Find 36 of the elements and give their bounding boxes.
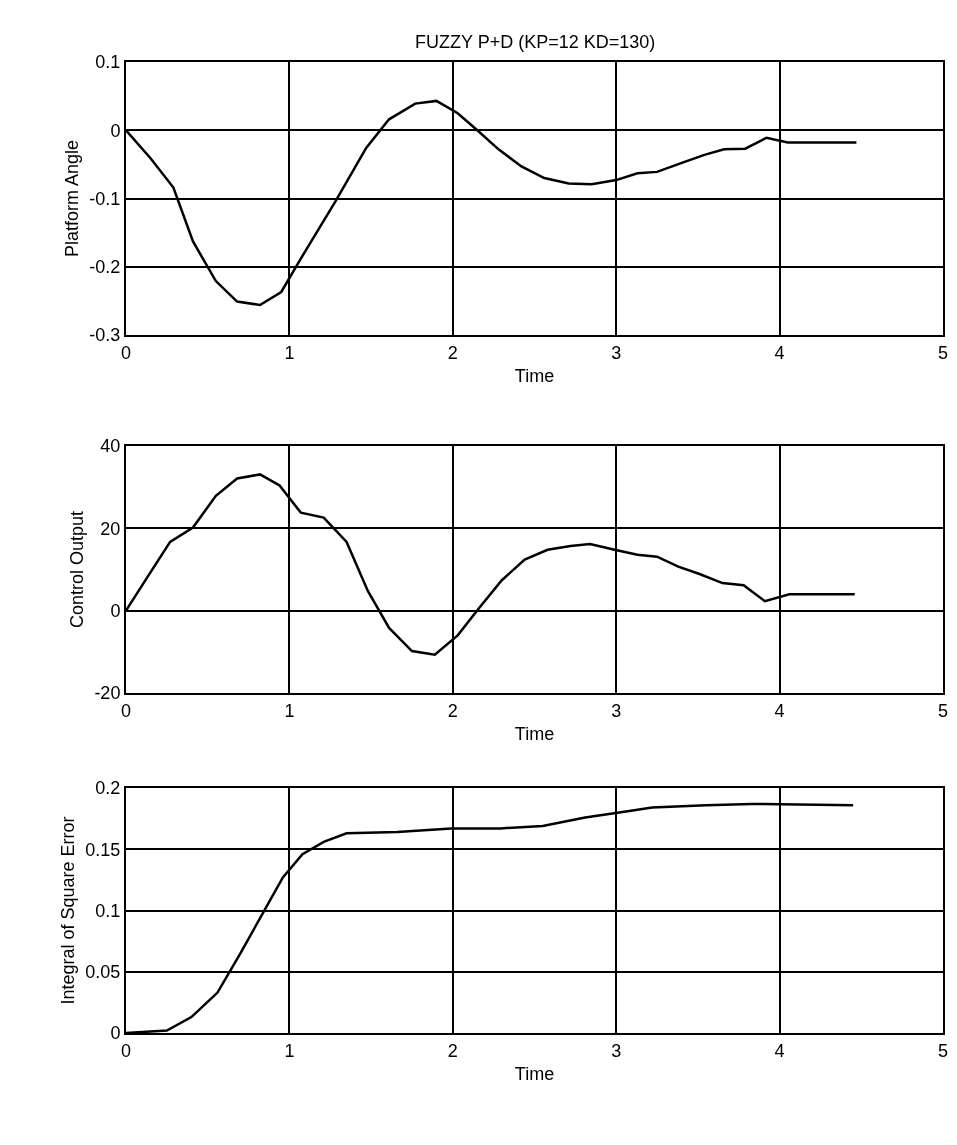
x-tick-label: 1 [284,700,295,721]
x-tick-label: 3 [611,700,622,721]
y-axis-title: Control Output [67,510,88,629]
chart-title: FUZZY P+D (KP=12 KD=130) [415,32,656,52]
x-tick-label: 5 [937,700,949,721]
x-axis-title: Time [514,724,555,745]
y-tick-label: 0 [110,600,121,621]
y-axis-title: Integral of Square Error [58,816,79,1005]
y-tick-label: -20 [94,683,121,704]
x-axis-title: Time [514,366,555,387]
x-tick-label: 3 [611,1040,622,1061]
x-tick-label: 3 [611,342,622,363]
y-tick-label: 0.2 [95,778,121,799]
x-tick-label: 5 [937,1040,949,1061]
y-tick-label: 0.15 [85,839,121,860]
y-tick-label: 0.05 [85,962,121,983]
y-tick-label: 0 [110,120,121,141]
y-tick-label: -0.1 [89,188,121,209]
x-tick-label: 2 [447,1040,458,1061]
y-tick-label: 20 [100,518,121,539]
y-tick-label: -0.2 [89,257,121,278]
x-tick-label: 5 [937,342,949,363]
x-tick-label: 4 [774,342,785,363]
y-axis-title: Platform Angle [62,139,83,258]
x-tick-label: 4 [774,700,785,721]
x-tick-label: 1 [284,342,295,363]
x-tick-label: 2 [447,700,458,721]
y-tick-label: 40 [100,436,121,457]
y-tick-label: 0.1 [95,52,121,73]
y-tick-label: -0.3 [89,325,121,346]
x-tick-label: 1 [284,1040,295,1061]
y-tick-label: 0 [110,1023,121,1044]
x-tick-label: 4 [774,1040,785,1061]
x-axis-title: Time [514,1064,555,1085]
x-tick-label: 2 [447,342,458,363]
y-tick-label: 0.1 [95,900,121,921]
